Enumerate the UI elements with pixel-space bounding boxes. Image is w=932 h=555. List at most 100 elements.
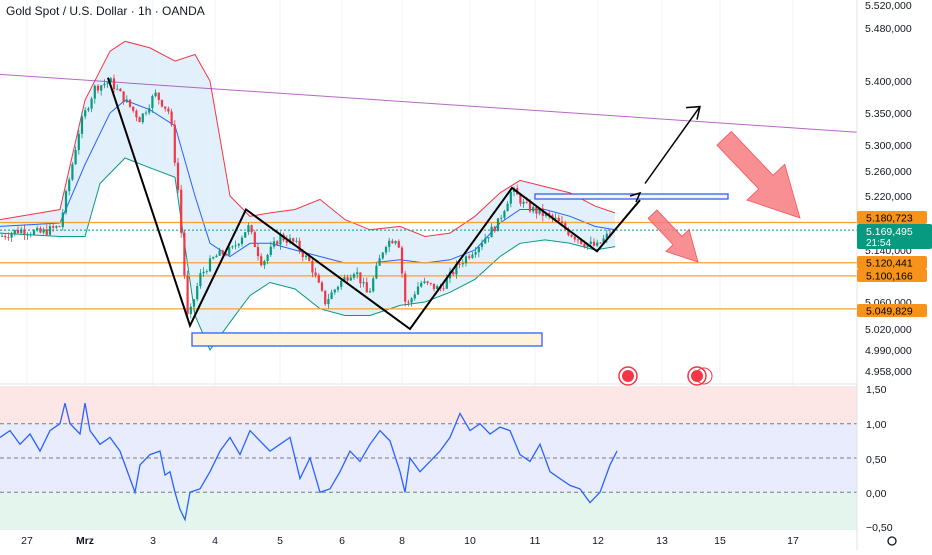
candle-body-121	[388, 240, 391, 247]
event-marker-stack	[695, 367, 713, 385]
candle-body-132	[423, 281, 426, 283]
y-tick-label-1: 5.480,000	[865, 23, 912, 35]
zone-box-0	[191, 332, 543, 347]
candle-body-124	[397, 241, 400, 248]
candle-body-33	[106, 82, 109, 84]
candle-body-174	[557, 217, 560, 222]
candle-body-138	[442, 288, 445, 290]
candle-body-15	[48, 226, 52, 235]
level-badge-0: 5.180,723	[857, 211, 927, 225]
settings-icon[interactable]	[887, 536, 897, 546]
candle-body-80	[256, 247, 260, 257]
candle-body-103	[330, 292, 333, 299]
candle-body-164	[525, 201, 528, 203]
candle-body-41	[132, 106, 135, 111]
candle-body-81	[260, 256, 263, 266]
event-marker-0[interactable]	[618, 366, 638, 386]
candle-body-55	[176, 162, 180, 190]
candle-body-60	[192, 299, 196, 307]
candle-body-145	[464, 256, 468, 264]
candle-body-134	[429, 282, 432, 284]
candle-body-104	[333, 289, 336, 293]
candle-body-31	[100, 85, 103, 91]
candle-body-18	[58, 226, 61, 227]
candle-body-163	[522, 201, 525, 204]
candle-body-62	[199, 273, 202, 287]
candle-body-65	[208, 258, 212, 272]
y-tick-label-2: 5.400,000	[865, 76, 912, 88]
candle-body-9	[29, 234, 32, 236]
bollinger-fill	[0, 41, 615, 351]
level-badge-2: 5.120,441	[857, 256, 927, 270]
candle-body-16	[52, 226, 55, 228]
level-badge-3: 5.100,166	[857, 269, 927, 283]
candle-body-39	[125, 99, 128, 103]
level-badge-value: 5.100,166	[866, 271, 913, 283]
candle-body-12	[39, 228, 42, 233]
candle-body-50	[160, 99, 164, 107]
candle-body-111	[356, 272, 359, 275]
projection-arrowhead	[685, 105, 701, 120]
candle-body-74	[237, 243, 240, 246]
candle-body-155	[496, 218, 500, 232]
candle-body-44	[141, 113, 144, 123]
candle-body-135	[432, 283, 436, 290]
candle-body-7	[23, 229, 26, 235]
candle-body-68	[218, 250, 221, 256]
candle-body-3	[10, 233, 13, 238]
oscillator-bands	[0, 386, 857, 530]
candle-body-179	[573, 236, 576, 240]
zigzag-pattern	[107, 77, 641, 331]
candle-body-188	[602, 238, 605, 244]
candle-body-8	[26, 234, 29, 236]
candle-body-120	[384, 246, 388, 253]
candle-body-25	[80, 116, 84, 134]
y-tick-label-10: 4.990,000	[865, 345, 912, 357]
candle-body-45	[144, 112, 148, 114]
candle-body-129	[413, 294, 416, 299]
candle-body-166	[532, 207, 535, 212]
candle-body-66	[212, 257, 215, 259]
candle-body-86	[276, 241, 279, 245]
flag-icon	[622, 370, 634, 382]
y-tick-label-0: 5.520,000	[865, 0, 912, 12]
candle-body-99	[317, 275, 320, 283]
candle-body-79	[253, 232, 256, 248]
x-tick-label-2: 3	[150, 535, 156, 547]
y-tick-label-5: 5.260,000	[865, 166, 912, 178]
candle-body-142	[455, 263, 458, 275]
candle-body-56	[180, 189, 183, 233]
x-tick-label-5: 6	[339, 535, 345, 547]
x-tick-label-8: 11	[530, 535, 541, 547]
y-tick-label-9: 5.020,000	[865, 324, 912, 336]
candle-body-59	[189, 306, 192, 315]
candle-body-113	[362, 282, 365, 284]
candle-body-27	[87, 108, 90, 111]
event-marker-1[interactable]	[687, 366, 713, 386]
osc-tick-label-3: 0,00	[866, 488, 887, 500]
candle-body-70	[224, 254, 228, 256]
candle-body-153	[490, 226, 493, 238]
candle-body-54	[173, 124, 176, 163]
candle-body-116	[372, 278, 375, 292]
candle-body-156	[500, 217, 503, 219]
candle-body-178	[570, 235, 573, 237]
y-tick-label-6: 5.220,000	[865, 191, 912, 203]
candle-body-176	[564, 223, 567, 230]
candle-body-185	[592, 241, 596, 246]
candle-body-19	[61, 212, 64, 227]
candle-body-11	[36, 228, 39, 231]
level-badge-bg	[857, 269, 927, 282]
candle-body-67	[215, 255, 218, 258]
candle-body-162	[519, 194, 522, 204]
level-badge-bg	[857, 256, 927, 269]
candle-body-158	[506, 203, 509, 212]
candle-body-75	[240, 237, 244, 244]
candle-body-102	[327, 298, 330, 305]
candle-body-151	[484, 238, 487, 244]
candle-body-73	[234, 245, 237, 247]
candle-body-126	[404, 273, 407, 302]
candle-body-42	[135, 110, 138, 118]
